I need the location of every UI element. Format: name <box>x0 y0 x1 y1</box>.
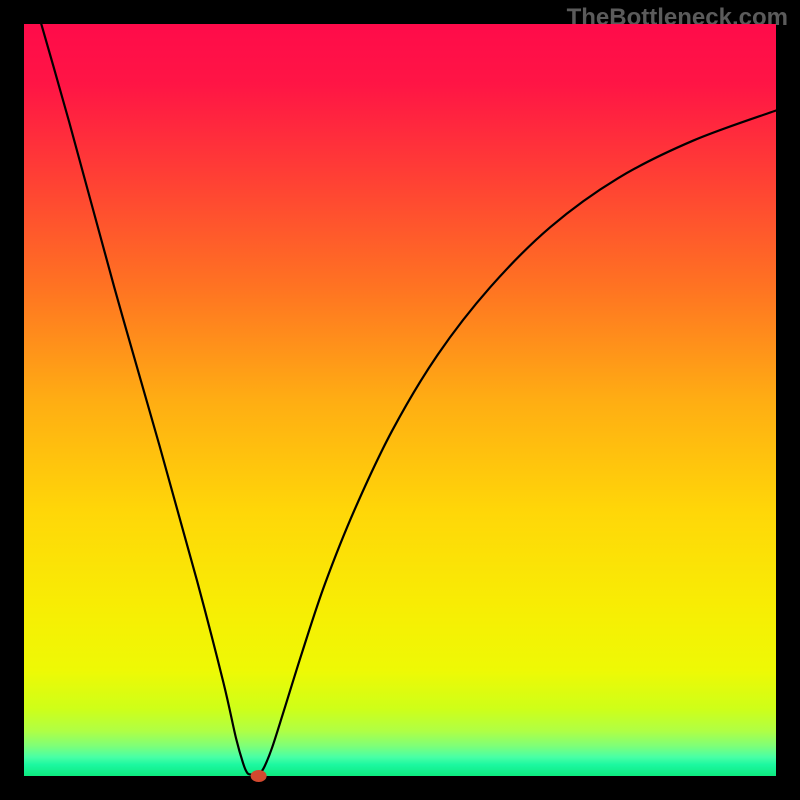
plot-svg <box>0 0 800 800</box>
optimum-marker <box>251 770 267 782</box>
gradient-background <box>24 24 776 776</box>
chart-container: TheBottleneck.com <box>0 0 800 800</box>
